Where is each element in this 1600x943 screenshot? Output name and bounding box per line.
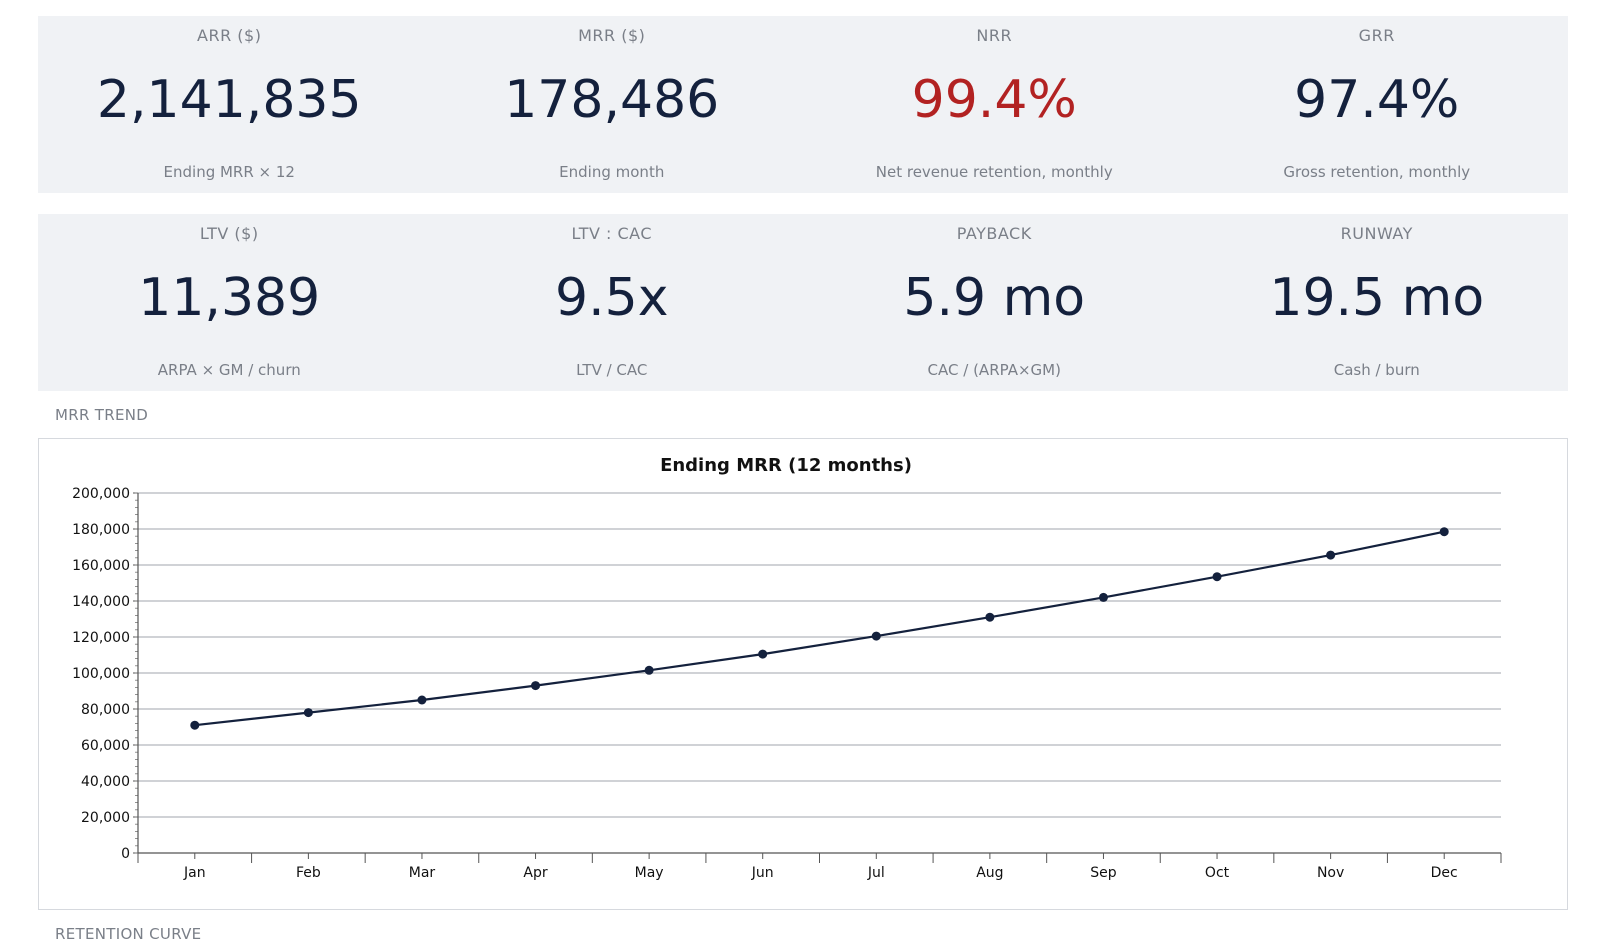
kpi-label: PAYBACK [956, 224, 1032, 243]
mrr-trend-chart-panel: Ending MRR (12 months) 0 20,000 40,000 60,0… [38, 438, 1568, 910]
x-tick-label: Feb [296, 865, 321, 881]
kpi-card-grr: GRR 97.4% Gross retention, monthly [1186, 16, 1569, 193]
y-tick-label: 80,000 [81, 702, 130, 718]
data-point [871, 631, 881, 641]
kpi-value: 178,486 [504, 70, 720, 130]
kpi-card-runway: RUNWAY 19.5 mo Cash / burn [1186, 214, 1569, 391]
x-tick-label: Nov [1317, 865, 1344, 881]
y-tick-label: 120,000 [72, 630, 130, 646]
kpi-card-mrr: MRR ($) 178,486 Ending month [421, 16, 804, 193]
y-tick-label: 100,000 [72, 666, 130, 682]
x-tick-label: Apr [523, 865, 547, 881]
data-point [1098, 592, 1108, 602]
mrr-trend-chart: Ending MRR (12 months) 0 20,000 40,000 60,0… [72, 455, 1502, 881]
y-tick-label: 0 [121, 846, 130, 862]
data-point [417, 695, 427, 705]
y-tick-label: 20,000 [81, 810, 130, 826]
kpi-label: MRR ($) [578, 26, 646, 45]
x-tick-label: May [635, 865, 664, 881]
data-point [531, 681, 541, 691]
data-point [1212, 572, 1222, 582]
x-tick-label: Aug [976, 865, 1003, 881]
kpi-value: 97.4% [1294, 70, 1460, 130]
kpi-subtitle: ARPA × GM / churn [157, 361, 301, 379]
kpi-subtitle: Ending month [559, 163, 665, 181]
kpi-card-payback: PAYBACK 5.9 mo CAC / (ARPA×GM) [803, 214, 1186, 391]
y-tick-label: 180,000 [72, 522, 130, 538]
kpi-subtitle: Cash / burn [1333, 361, 1420, 379]
kpi-row-top: ARR ($) 2,141,835 Ending MRR × 12 MRR ($… [38, 16, 1568, 193]
data-point [985, 612, 995, 622]
kpi-card-arr: ARR ($) 2,141,835 Ending MRR × 12 [38, 16, 421, 193]
kpi-row-bottom: LTV ($) 11,389 ARPA × GM / churn LTV : C… [38, 214, 1568, 391]
kpi-label: LTV : CAC [571, 224, 652, 243]
y-tick-label: 140,000 [72, 594, 130, 610]
kpi-subtitle: Gross retention, monthly [1283, 163, 1471, 181]
kpi-value: 11,389 [138, 268, 321, 328]
kpi-subtitle: Ending MRR × 12 [163, 163, 295, 181]
data-point [1439, 527, 1449, 537]
y-tick-label: 40,000 [81, 774, 130, 790]
kpi-label: NRR [976, 26, 1013, 45]
data-point [190, 720, 200, 730]
kpi-label: GRR [1358, 26, 1395, 45]
kpi-card-ltv: LTV ($) 11,389 ARPA × GM / churn [38, 214, 421, 391]
data-point [644, 665, 654, 675]
x-tick-label: Sep [1090, 865, 1117, 881]
chart-title: Ending MRR (12 months) [660, 455, 912, 476]
kpi-subtitle: Net revenue retention, monthly [875, 163, 1113, 181]
data-point [758, 649, 768, 659]
x-tick-label: Jan [183, 865, 206, 881]
y-tick-label: 160,000 [72, 558, 130, 574]
data-point [303, 708, 313, 718]
kpi-subtitle: CAC / (ARPA×GM) [927, 361, 1061, 379]
section-label-retention-curve: RETENTION CURVE [55, 925, 202, 943]
series-line-ending-mrr [194, 530, 1445, 727]
kpi-value: 19.5 mo [1269, 268, 1485, 328]
x-tick-label: Mar [409, 865, 436, 881]
x-tick-label: Dec [1431, 865, 1458, 881]
kpi-label: LTV ($) [199, 224, 259, 243]
kpi-label: ARR ($) [197, 26, 262, 45]
data-point [1326, 550, 1336, 560]
section-label-mrr-trend: MRR TREND [55, 406, 149, 424]
kpi-value: 99.4% [911, 70, 1077, 130]
kpi-value: 2,141,835 [96, 70, 362, 130]
kpi-value: 9.5x [555, 268, 669, 328]
y-tick-label: 200,000 [72, 486, 130, 502]
x-tick-label: Oct [1205, 865, 1230, 881]
x-tick-label: Jun [751, 865, 774, 881]
kpi-subtitle: LTV / CAC [576, 361, 648, 379]
kpi-value: 5.9 mo [903, 268, 1086, 328]
kpi-card-nrr: NRR 99.4% Net revenue retention, monthly [803, 16, 1186, 193]
y-tick-label: 60,000 [81, 738, 130, 754]
kpi-card-ltv-cac: LTV : CAC 9.5x LTV / CAC [421, 214, 804, 391]
kpi-label: RUNWAY [1340, 224, 1413, 243]
x-tick-label: Jul [867, 865, 885, 881]
